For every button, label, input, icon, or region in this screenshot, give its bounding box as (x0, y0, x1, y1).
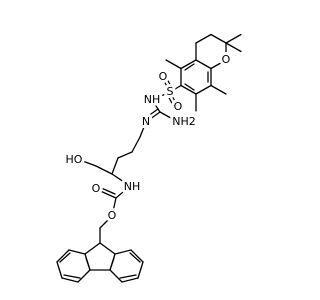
atom-label: S (167, 85, 174, 98)
atom-label: O (222, 53, 231, 66)
atom-label: NH2 (172, 115, 196, 128)
atom-label: O (92, 182, 101, 195)
structure-diagram: O S O O NH NH2 N HO NH O O (56, 33, 242, 283)
atom-label: HO (66, 153, 83, 166)
atom-labels: O S O O NH NH2 N HO NH O O (63, 50, 234, 225)
atom-label: NH (124, 180, 141, 193)
atom-label: O (174, 100, 183, 113)
atom-label: O (159, 70, 168, 83)
bonds (56, 33, 242, 283)
atom-label: N (142, 115, 150, 128)
atom-label: O (108, 209, 117, 222)
atom-label: NH (144, 93, 161, 106)
